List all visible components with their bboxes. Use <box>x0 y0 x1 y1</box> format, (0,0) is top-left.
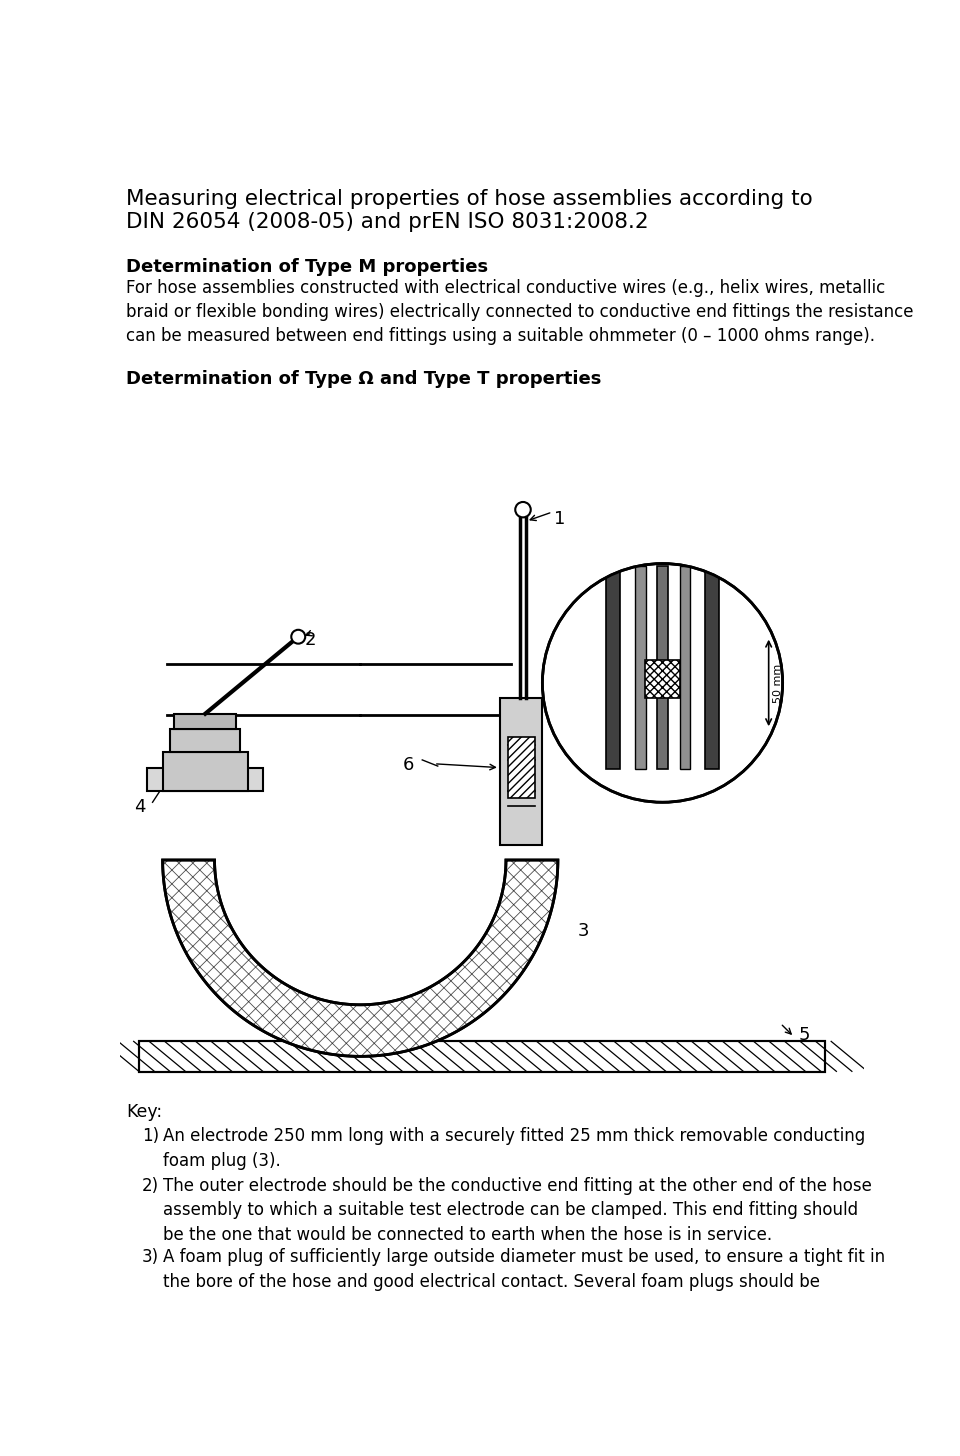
Bar <box>139 1041 826 1072</box>
Bar <box>706 566 719 769</box>
Text: 1): 1) <box>142 1127 158 1146</box>
Text: 1: 1 <box>554 510 565 527</box>
Text: For hose assemblies constructed with electrical conductive wires (e.g., helix wi: For hose assemblies constructed with ele… <box>126 278 914 345</box>
Circle shape <box>542 563 782 802</box>
Text: Determination of Type Ω and Type T properties: Determination of Type Ω and Type T prope… <box>126 370 602 387</box>
Bar <box>680 566 690 769</box>
Text: Key:: Key: <box>126 1102 162 1121</box>
Bar <box>170 729 240 753</box>
Text: 6: 6 <box>403 756 415 775</box>
Bar <box>645 660 680 699</box>
Bar <box>636 566 646 769</box>
Polygon shape <box>162 860 558 1057</box>
Text: 2): 2) <box>142 1176 158 1195</box>
Text: 5: 5 <box>798 1025 809 1044</box>
Circle shape <box>291 630 305 644</box>
Text: 50 mm: 50 mm <box>773 664 782 703</box>
Bar <box>147 767 263 791</box>
Text: 3): 3) <box>142 1248 158 1267</box>
Text: 4: 4 <box>134 798 146 817</box>
Text: Measuring electrical properties of hose assemblies according to: Measuring electrical properties of hose … <box>126 189 813 208</box>
Circle shape <box>516 502 531 517</box>
Bar <box>139 1041 826 1072</box>
Text: An electrode 250 mm long with a securely fitted 25 mm thick removable conducting: An electrode 250 mm long with a securely… <box>162 1127 865 1169</box>
Bar <box>657 566 668 769</box>
Bar <box>175 713 236 729</box>
Bar <box>508 737 535 798</box>
Bar <box>500 699 542 844</box>
Text: 2: 2 <box>304 632 316 649</box>
Text: The outer electrode should be the conductive end fitting at the other end of the: The outer electrode should be the conduc… <box>162 1176 872 1243</box>
Text: Determination of Type M properties: Determination of Type M properties <box>126 258 489 275</box>
Text: DIN 26054 (2008-05) and prEN ISO 8031:2008.2: DIN 26054 (2008-05) and prEN ISO 8031:20… <box>126 211 649 232</box>
Bar <box>162 753 248 791</box>
Text: 3: 3 <box>577 922 588 939</box>
Bar <box>606 566 620 769</box>
Text: A foam plug of sufficiently large outside diameter must be used, to ensure a tig: A foam plug of sufficiently large outsid… <box>162 1248 885 1290</box>
